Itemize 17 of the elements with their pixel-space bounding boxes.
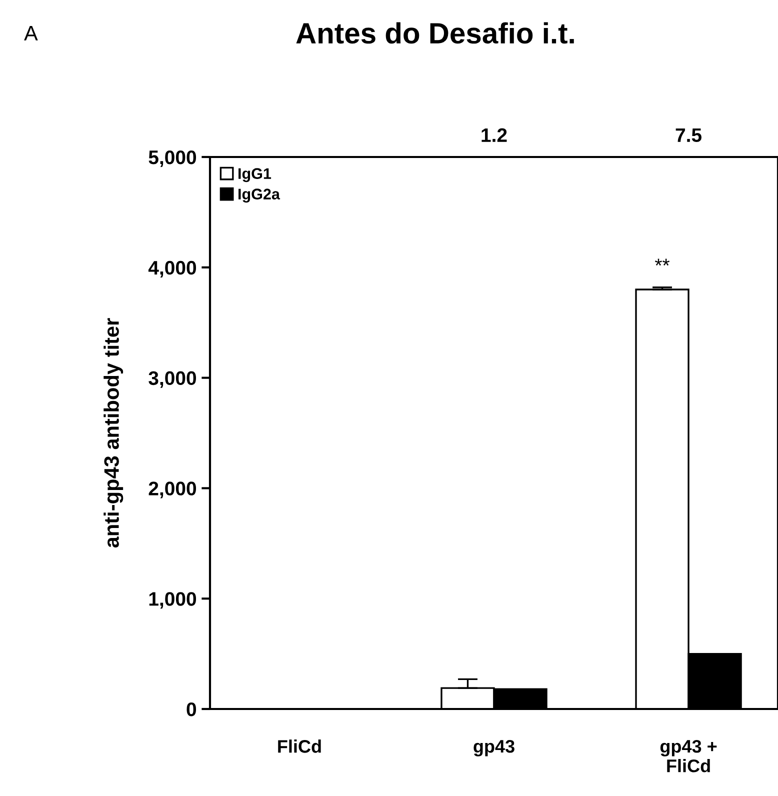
text: 1.2	[482, 128, 507, 142]
y-tick-label: 5,000	[148, 150, 196, 168]
x-tick-label: FliCd	[278, 740, 321, 753]
y-tick-label: 0	[186, 702, 196, 716]
chart-title: Antes do Desafio i.t.	[296, 22, 574, 44]
y-tick-label: 4,000	[148, 260, 196, 278]
legend-label: IgG1	[238, 168, 272, 182]
y-tick-label: 3,000	[148, 371, 196, 388]
text: 7.5	[676, 128, 702, 142]
x-tick-label: gp43 + FliCd	[660, 740, 717, 772]
y-tick-label: 2,000	[148, 482, 196, 498]
annotation: **	[655, 258, 670, 266]
x-tick-label: gp43	[474, 740, 514, 756]
text: A	[24, 26, 38, 40]
y-tick-label: 1,000	[149, 592, 196, 609]
y-axis-title: anti-gp43 antibody titer	[104, 318, 124, 548]
legend-label: IgG2a	[238, 188, 280, 203]
